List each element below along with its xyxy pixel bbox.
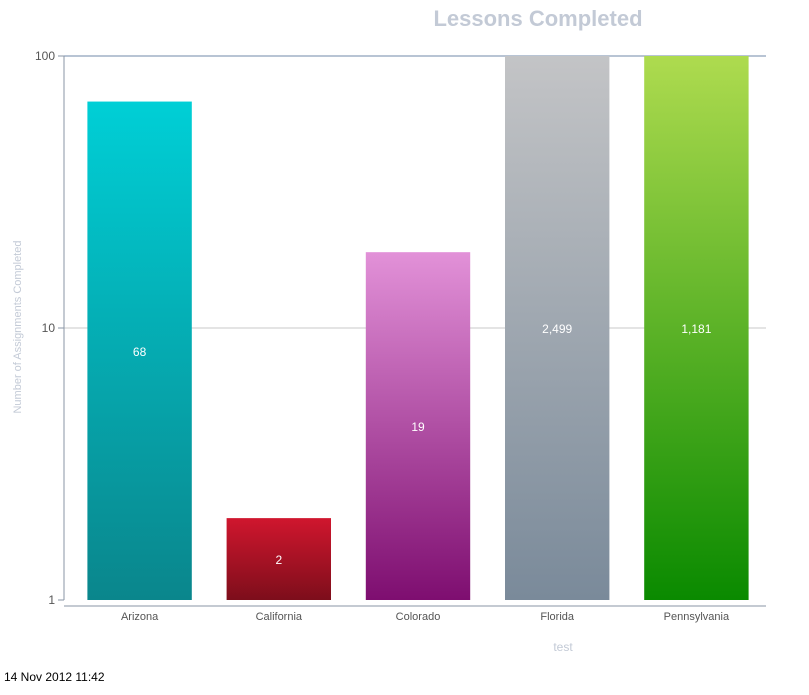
y-axis-label: Number of Assignments Completed [12, 240, 24, 413]
data-label: 1,181 [681, 322, 711, 336]
x-axis-label: test [553, 640, 573, 654]
bar-arizona [87, 101, 192, 600]
x-tick-label: California [256, 611, 303, 623]
data-label: 2,499 [542, 322, 572, 336]
timestamp: 14 Nov 2012 11:42 [4, 670, 105, 684]
bar-california [226, 518, 331, 600]
chart-title: Lessons Completed [433, 6, 642, 31]
y-tick-label: 10 [42, 321, 56, 335]
data-label: 19 [411, 420, 425, 434]
bar-pennsylvania [644, 56, 749, 600]
bar-florida [505, 56, 610, 600]
y-tick-label: 100 [35, 49, 55, 63]
data-label: 2 [275, 553, 282, 567]
x-tick-label: Florida [540, 611, 575, 623]
bar-colorado [365, 252, 471, 600]
data-label: 68 [133, 345, 147, 359]
bar-chart: Lessons Completed Number of Assignments … [12, 6, 766, 654]
x-tick-label: Arizona [121, 611, 159, 623]
y-tick-label: 1 [48, 593, 55, 607]
x-tick-label: Colorado [396, 611, 441, 623]
x-tick-label: Pennsylvania [664, 611, 730, 623]
